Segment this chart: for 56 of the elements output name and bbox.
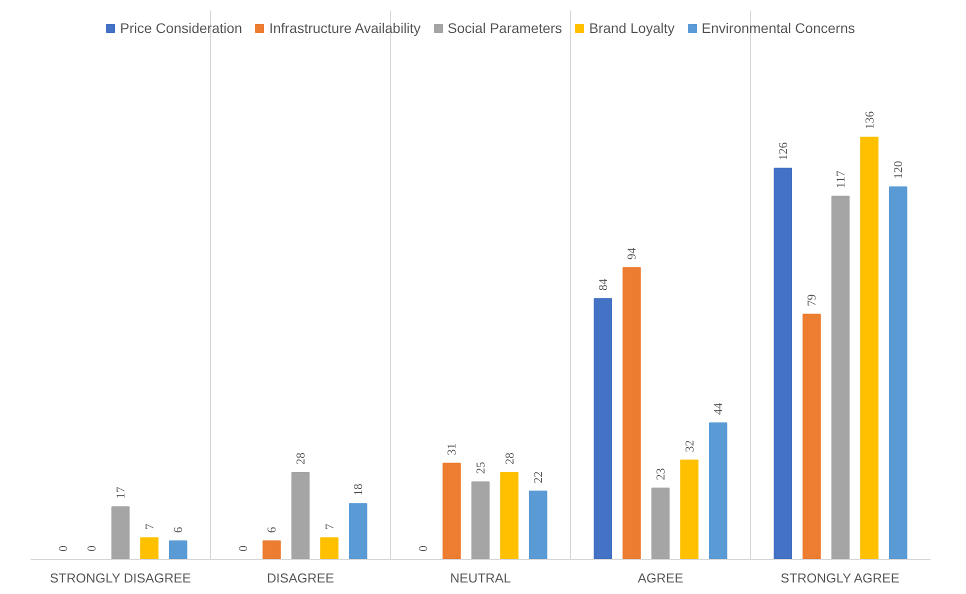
bar (500, 472, 518, 560)
data-label: 32 (682, 440, 696, 452)
data-label: 136 (862, 111, 876, 130)
bar (708, 422, 728, 560)
data-label: 6 (264, 526, 279, 533)
bar (291, 472, 310, 560)
bar (348, 503, 368, 560)
data-label: 117 (834, 170, 848, 188)
bar (680, 460, 698, 560)
bar (774, 168, 792, 560)
data-label: 44 (711, 402, 726, 415)
bar (111, 506, 130, 560)
data-label: 0 (56, 546, 70, 552)
data-label: 7 (142, 524, 156, 530)
bar (831, 196, 850, 560)
legend-label: Brand Loyalty (589, 20, 675, 36)
bar (594, 298, 612, 560)
data-label: 79 (804, 294, 819, 306)
x-tick-label: STRONGLY DISAGREE (50, 570, 192, 586)
data-label: 18 (351, 484, 366, 496)
data-label: 84 (596, 278, 610, 291)
legend-label: Social Parameters (448, 20, 562, 36)
bar (860, 136, 878, 560)
data-label: 28 (502, 452, 516, 465)
x-tick-label: STRONGLY AGREE (780, 570, 900, 586)
bar (168, 540, 188, 560)
x-tick-label: NEUTRAL (450, 570, 511, 586)
bar (651, 488, 670, 560)
bar (528, 490, 548, 560)
bar (262, 540, 281, 560)
data-label: 22 (531, 471, 546, 484)
x-tick-label: DISAGREE (266, 570, 334, 586)
bar (888, 186, 908, 560)
data-label: 28 (294, 452, 308, 465)
data-label: 120 (891, 160, 906, 179)
data-label: 6 (171, 526, 186, 533)
data-label: 0 (84, 546, 99, 552)
data-label: 17 (114, 486, 128, 499)
legend-label: Price Consideration (120, 20, 242, 36)
legend-label: Environmental Concerns (702, 20, 855, 36)
data-label: 7 (322, 524, 336, 530)
x-tick-label: AGREE (638, 570, 684, 586)
bar (622, 267, 641, 560)
data-label: 25 (474, 462, 488, 474)
data-label: 94 (624, 248, 639, 260)
data-label: 126 (776, 142, 790, 160)
data-label: 0 (416, 546, 430, 552)
data-label: 23 (654, 468, 668, 480)
bar (320, 537, 338, 560)
bar (442, 462, 461, 560)
data-label: 31 (444, 443, 459, 456)
bar (140, 537, 158, 560)
legend-label: Infrastructure Availability (269, 20, 421, 36)
bar (802, 314, 821, 560)
bar (471, 481, 490, 560)
data-label: 0 (236, 546, 250, 552)
